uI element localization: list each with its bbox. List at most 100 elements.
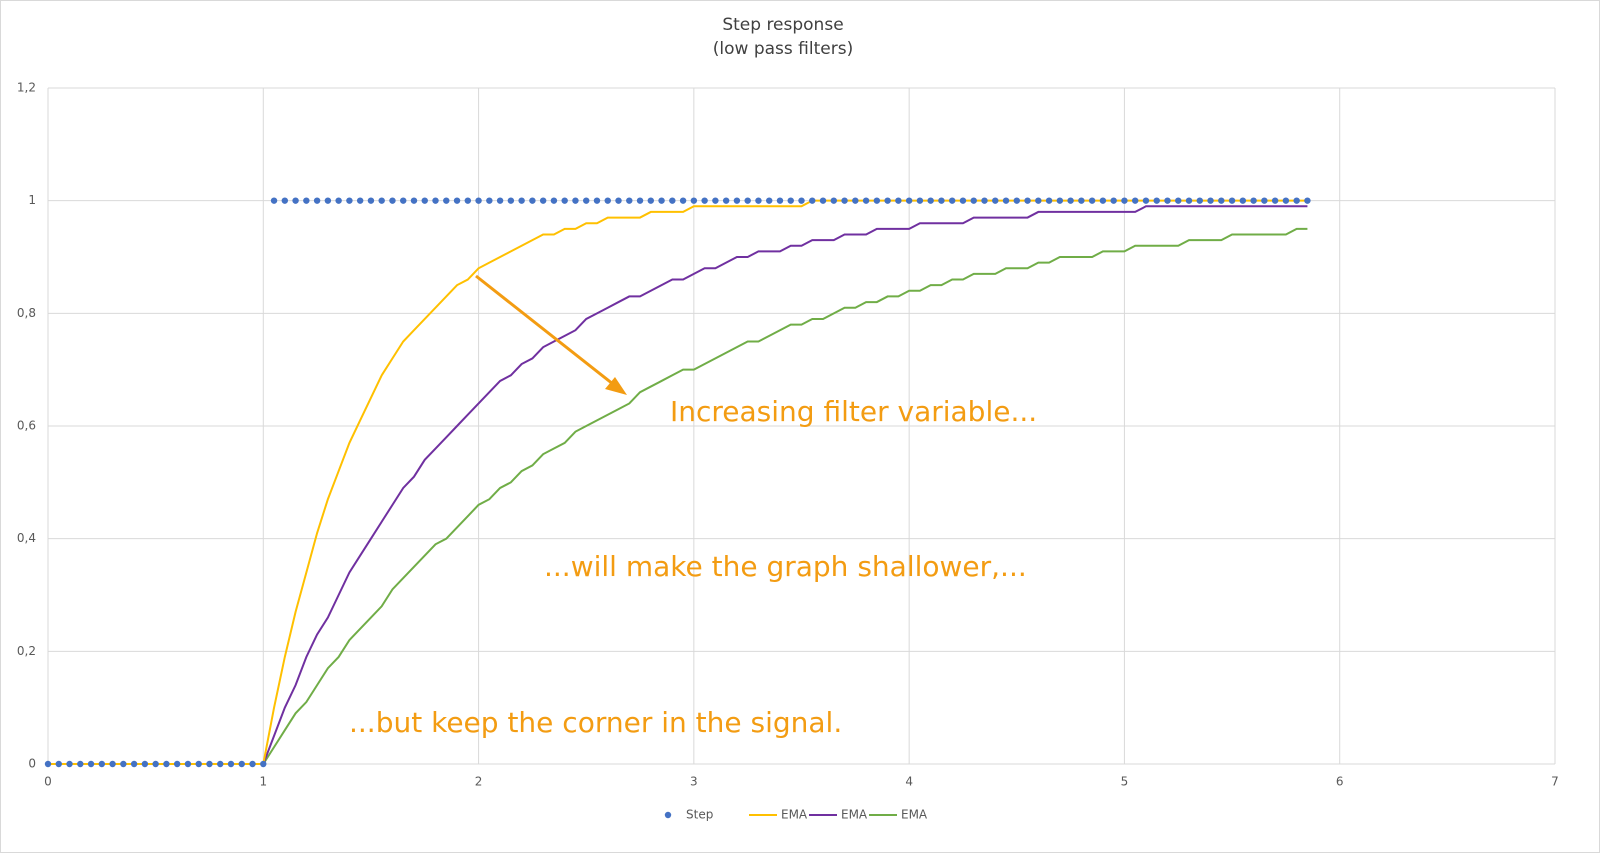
step-point xyxy=(217,760,224,768)
chart-subtitle: (low pass filters) xyxy=(713,39,853,59)
legend-label: EMA xyxy=(781,808,808,822)
step-point xyxy=(1282,197,1290,204)
step-point xyxy=(1078,197,1085,204)
step-point xyxy=(1153,197,1160,204)
step-point xyxy=(303,197,310,204)
step-point xyxy=(292,197,299,204)
step-point xyxy=(389,197,396,204)
step-point xyxy=(1013,197,1020,204)
step-point xyxy=(378,197,385,204)
step-point xyxy=(356,197,364,204)
step-point xyxy=(884,197,891,204)
step-point xyxy=(1250,197,1257,204)
step-point xyxy=(819,197,827,204)
step-point xyxy=(184,760,192,768)
step-point xyxy=(830,197,837,204)
step-point xyxy=(313,197,321,204)
step-point xyxy=(1099,197,1107,204)
y-tick-label: 0,8 xyxy=(17,306,36,320)
step-point xyxy=(141,760,149,768)
step-point xyxy=(572,197,579,204)
step-point xyxy=(87,760,95,768)
step-point xyxy=(1164,197,1171,204)
step-point xyxy=(400,197,407,204)
step-point xyxy=(453,197,461,204)
step-point xyxy=(486,197,493,204)
step-point xyxy=(938,197,945,204)
step-point xyxy=(77,760,84,768)
step-point xyxy=(669,197,676,204)
step-point xyxy=(895,197,902,204)
step-point xyxy=(109,760,116,768)
step-point xyxy=(432,197,439,204)
x-tick-label: 6 xyxy=(1336,775,1344,789)
ema-line xyxy=(48,199,1308,765)
step-point xyxy=(163,760,170,768)
step-point xyxy=(981,197,988,204)
step-point xyxy=(496,197,504,204)
step-point xyxy=(1304,197,1311,204)
step-point xyxy=(173,760,181,768)
x-tick-label: 2 xyxy=(475,775,483,789)
chart-title: Step response xyxy=(722,15,843,35)
step-point xyxy=(852,197,859,204)
step-point xyxy=(1088,197,1096,204)
step-point xyxy=(658,197,665,204)
step-point xyxy=(1024,197,1031,204)
x-tick-label: 4 xyxy=(905,775,913,789)
step-point xyxy=(281,197,289,204)
y-tick-label: 1 xyxy=(28,193,36,207)
step-point xyxy=(1131,197,1139,204)
step-point xyxy=(701,197,708,204)
step-point xyxy=(539,197,547,204)
step-point xyxy=(873,197,881,204)
step-point xyxy=(862,197,870,204)
step-point xyxy=(260,760,267,768)
step-point xyxy=(787,197,794,204)
step-point xyxy=(970,197,977,204)
step-point xyxy=(195,760,202,768)
step-point xyxy=(755,197,762,204)
step-point xyxy=(615,197,622,204)
step-point xyxy=(916,197,924,204)
step-point xyxy=(1110,197,1117,204)
x-tick-label: 5 xyxy=(1121,775,1129,789)
step-point xyxy=(66,760,73,768)
step-point xyxy=(1185,197,1193,204)
annotation: ...will make the graph shallower,... xyxy=(544,550,1027,583)
step-point xyxy=(959,197,967,204)
step-point xyxy=(604,197,611,204)
step-point xyxy=(130,760,138,768)
step-point xyxy=(1002,197,1010,204)
step-point xyxy=(841,197,848,204)
step-point xyxy=(1218,197,1225,204)
step-point xyxy=(992,197,999,204)
step-point xyxy=(1228,197,1236,204)
step-point xyxy=(1196,197,1203,204)
step-point xyxy=(1271,197,1279,204)
step-point xyxy=(766,197,773,204)
step-point xyxy=(238,760,245,768)
step-point xyxy=(518,197,525,204)
legend-label: Step xyxy=(686,808,713,822)
step-point xyxy=(1035,197,1042,204)
step-point xyxy=(507,197,515,204)
step-point xyxy=(1239,197,1247,204)
annotation: Increasing filter variable... xyxy=(670,395,1037,428)
step-point xyxy=(206,760,213,768)
step-point xyxy=(733,197,741,204)
step-point xyxy=(626,197,633,204)
step-point xyxy=(529,197,536,204)
step-point xyxy=(335,197,342,204)
step-point xyxy=(249,760,256,768)
step-point xyxy=(475,197,482,204)
step-point xyxy=(1261,197,1268,204)
step-point xyxy=(1207,197,1214,204)
step-point xyxy=(98,760,106,768)
annotation-arrow xyxy=(475,274,619,390)
step-point xyxy=(270,197,278,204)
step-point xyxy=(1175,197,1182,204)
step-point xyxy=(464,197,472,204)
step-point xyxy=(776,197,784,204)
step-point xyxy=(905,197,913,204)
